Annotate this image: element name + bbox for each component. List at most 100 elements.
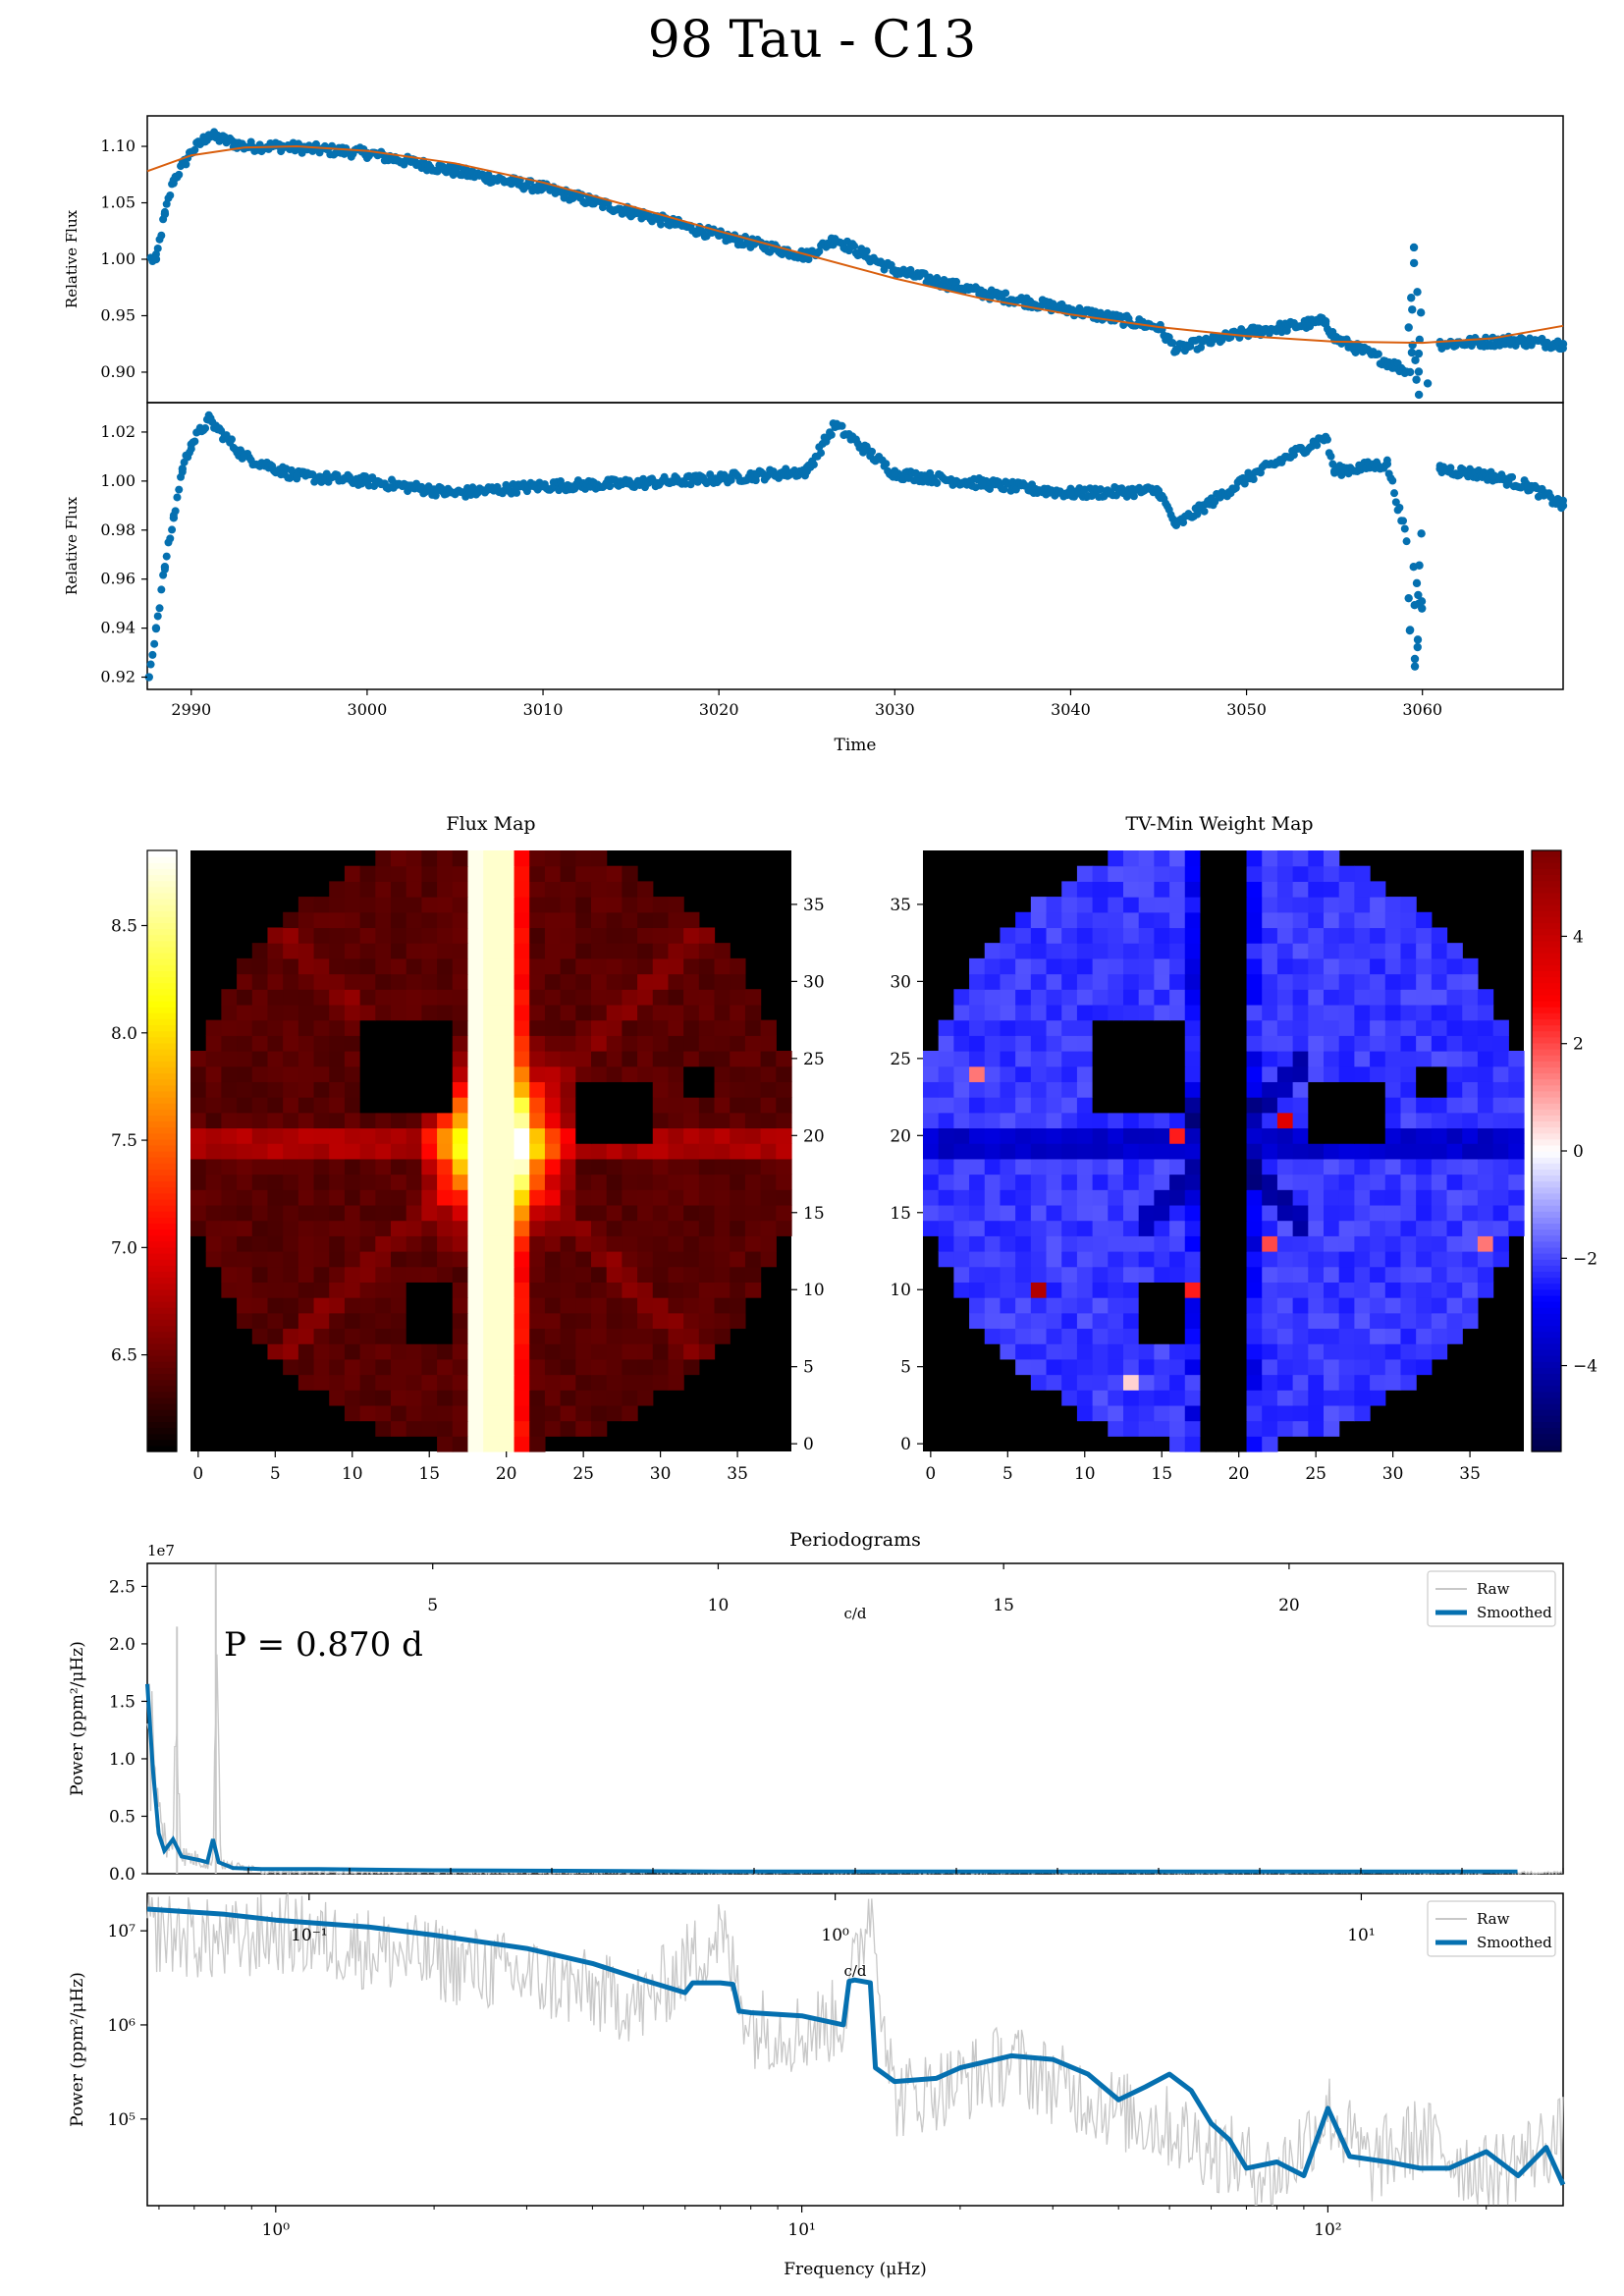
flux-map-pixel: [575, 957, 592, 975]
weight-map-pixel: [1200, 1251, 1217, 1268]
lc2-point: [1313, 441, 1322, 450]
weight-map-pixel: [1354, 1097, 1371, 1114]
lc1-point: [240, 141, 248, 151]
lc1-point: [657, 220, 666, 229]
weight-map-pixel: [1246, 1035, 1263, 1052]
flux-map-pixel: [406, 1328, 422, 1344]
flux-map-pixel: [575, 1343, 592, 1360]
weight-map-pixel: [1262, 1035, 1278, 1052]
weight-map-xtick-label: 25: [1305, 1464, 1326, 1484]
flux-map-pixel: [483, 881, 500, 898]
flux-map-pixel: [591, 1266, 608, 1283]
flux-map-pixel: [683, 1035, 700, 1052]
weight-map-pixel: [1230, 911, 1248, 929]
weight-map-pixel: [1216, 1004, 1232, 1021]
flux-colorbar-segment: [147, 1096, 177, 1104]
flux-map-pixel: [575, 1051, 592, 1067]
weight-map-pixel: [1246, 927, 1263, 944]
lc1-dip-point: [1416, 308, 1426, 317]
weight-map-pixel: [969, 1189, 986, 1206]
weight-map-pixel: [1308, 1066, 1325, 1082]
weight-map-pixel: [1000, 927, 1016, 944]
flux-map-pixel: [514, 1127, 530, 1144]
weight-colorbar-segment: [1532, 1348, 1561, 1356]
flux-colorbar-segment: [147, 1126, 177, 1134]
weight-map-pixel: [1262, 1097, 1278, 1114]
flux-map-pixel: [514, 850, 530, 867]
flux-map-pixel: [591, 1189, 608, 1206]
flux-map-pixel: [329, 1174, 346, 1190]
flux-map-pixel: [406, 1127, 422, 1144]
weight-map-pixel: [1200, 1282, 1217, 1298]
flux-map-pixel: [698, 1266, 716, 1283]
weight-map-pixel: [1216, 1235, 1232, 1252]
weight-map-pixel: [1276, 1097, 1294, 1114]
weight-map-pixel: [1030, 1343, 1048, 1360]
flux-map-pixel: [375, 1297, 392, 1314]
flux-map-pixel: [391, 1251, 407, 1268]
weight-map-pixel: [1000, 1112, 1016, 1129]
flux-colorbar-segment: [147, 916, 177, 924]
flux-map-pixel: [529, 1251, 546, 1268]
flux-map-pixel: [298, 1235, 315, 1252]
weight-map-pixel: [1308, 1035, 1325, 1052]
flux-map-pixel: [391, 1081, 407, 1098]
weight-colorbar-tick-label: −2: [1573, 1249, 1597, 1269]
flux-map-pixel: [483, 897, 500, 913]
weight-map-pixel: [1446, 1158, 1463, 1175]
flux-map-pixel: [744, 1174, 762, 1190]
weight-map-pixel: [1015, 973, 1032, 990]
weight-map-pixel: [1076, 1035, 1094, 1052]
flux-map-pixel: [283, 1066, 299, 1082]
flux-colorbar-segment: [147, 1115, 177, 1121]
flux-map-pixel: [375, 973, 392, 990]
weight-map-pixel: [1076, 1051, 1094, 1067]
flux-map-pixel: [313, 973, 330, 990]
weight-map-pixel: [1416, 1035, 1433, 1052]
flux-map-pixel: [437, 1436, 454, 1452]
flux-map-pixel: [744, 1051, 762, 1067]
flux-map-pixel: [744, 1004, 762, 1021]
flux-map-pixel: [683, 1189, 700, 1206]
flux-map-pixel: [283, 1235, 299, 1252]
flux-colorbar-segment: [147, 928, 177, 936]
weight-map-pixel: [1169, 1097, 1186, 1114]
weight-map-pixel: [1324, 1312, 1340, 1330]
weight-map-pixel: [1477, 1143, 1494, 1160]
flux-map-pixel: [575, 1328, 592, 1344]
lc1-dip-point: [1407, 348, 1417, 357]
flux-map-pixel: [452, 1097, 469, 1114]
lc2-point: [175, 485, 184, 494]
flux-map-pixel: [205, 1174, 222, 1190]
flux-map-pixel: [714, 1204, 731, 1222]
weight-colorbar-segment: [1532, 934, 1561, 942]
flux-map-pixel: [267, 1189, 284, 1206]
weight-map-pixel: [1184, 1066, 1202, 1082]
weight-map-pixel: [1200, 897, 1217, 913]
weight-map-pixel: [1508, 1127, 1525, 1144]
weight-map-pixel: [1216, 1066, 1232, 1082]
weight-map-pixel: [1061, 1127, 1078, 1144]
weight-map-pixel: [1184, 1143, 1202, 1160]
flux-map-pixel: [683, 1328, 700, 1344]
weight-map-pixel: [1092, 1004, 1109, 1021]
weight-colorbar-segment: [1532, 850, 1561, 857]
flux-map-pixel: [652, 1282, 670, 1298]
flux-colorbar-segment: [147, 1294, 177, 1302]
flux-map-pixel: [698, 1343, 716, 1360]
weight-map-pixel: [953, 1081, 970, 1098]
flux-map-pixel: [329, 1204, 346, 1222]
weight-map-pixel: [1046, 1097, 1062, 1114]
flux-map-pixel: [375, 927, 392, 944]
weight-map-pixel: [1431, 1312, 1448, 1330]
weight-map-pixel: [984, 1112, 1001, 1129]
weight-map-pixel: [1138, 1404, 1155, 1422]
flux-map-pixel: [298, 1328, 315, 1344]
flux-map-pixel: [298, 1343, 315, 1360]
weight-map-pixel: [1200, 989, 1217, 1006]
weight-map-pixel: [1216, 1112, 1232, 1129]
weight-map-pixel: [953, 1235, 970, 1252]
weight-map-pixel: [953, 1127, 970, 1144]
period-annotation: P = 0.870 d: [224, 1625, 423, 1665]
flux-map-pixel: [760, 1174, 777, 1190]
